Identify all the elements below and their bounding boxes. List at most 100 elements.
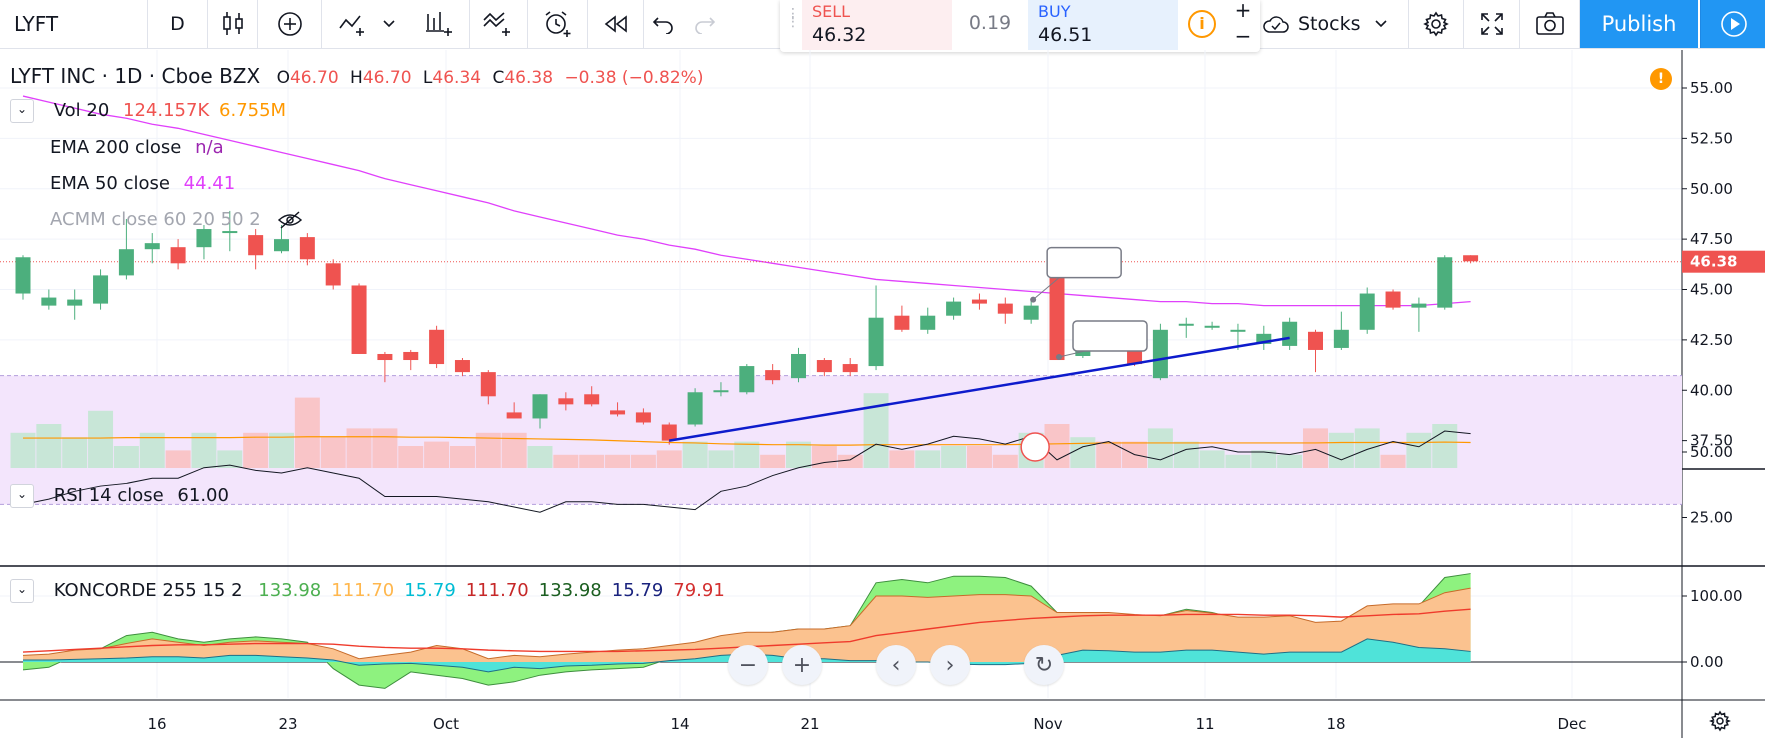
- callout-dot: [1056, 354, 1062, 361]
- volume-bar: [915, 450, 941, 468]
- time-tick-label: Nov: [1033, 715, 1062, 733]
- candle-body: [118, 249, 134, 276]
- volume-bar: [424, 441, 450, 468]
- settings-button[interactable]: [1408, 0, 1464, 48]
- candle-body: [842, 364, 858, 373]
- candle-body: [144, 243, 160, 250]
- drag-handle-icon[interactable]: ⋮ ⋮: [786, 6, 800, 30]
- alarm-clock-icon: [545, 11, 570, 37]
- candle-body: [816, 360, 832, 373]
- info-icon[interactable]: i: [1188, 10, 1216, 38]
- candle-body: [558, 398, 574, 405]
- candle-body: [661, 424, 677, 441]
- time-axis-settings-icon[interactable]: [1709, 710, 1731, 732]
- chevron-down-icon: [383, 20, 395, 28]
- candle-body: [1463, 255, 1479, 262]
- candle-style-button[interactable]: [208, 0, 258, 48]
- market-selector[interactable]: Stocks: [1262, 0, 1388, 48]
- acmm-legend[interactable]: ACMM close 60 20 50 2: [50, 209, 303, 230]
- volume-bar: [62, 437, 88, 468]
- indicators-button[interactable]: [470, 0, 528, 48]
- compare-button[interactable]: [412, 0, 470, 48]
- buy-price: 46.51: [1038, 24, 1093, 46]
- collapse-koncorde-button[interactable]: ⌄: [10, 579, 34, 603]
- rewind-icon: [604, 15, 627, 33]
- symbol-search-button[interactable]: LYFT: [0, 0, 148, 48]
- koncorde-value: 79.91: [673, 580, 725, 601]
- rsi-tick-label: 25.00: [1690, 509, 1733, 527]
- candle-body: [971, 299, 987, 304]
- candle-body: [532, 394, 548, 419]
- fullscreen-button[interactable]: [1464, 0, 1520, 48]
- koncorde-tick-label: 0.00: [1690, 653, 1723, 671]
- scroll-left-button[interactable]: ‹: [876, 645, 916, 685]
- candle-body: [506, 412, 522, 419]
- zoom-in-button[interactable]: +: [782, 645, 822, 685]
- koncorde-tick-label: 100.00: [1690, 587, 1743, 605]
- play-button[interactable]: [1700, 0, 1765, 48]
- candle-body: [584, 394, 600, 405]
- time-tick-label: Dec: [1557, 715, 1586, 733]
- replay-button[interactable]: [588, 0, 644, 48]
- last-price-tag: [1682, 250, 1765, 273]
- candle-body: [713, 390, 729, 393]
- volume-bar: [88, 410, 114, 468]
- volume-bar: [837, 454, 863, 468]
- alert-button[interactable]: [528, 0, 588, 48]
- chart-title: LYFT INC · 1D · Cboe BZX: [10, 64, 261, 88]
- add-indicator-button[interactable]: [258, 0, 322, 48]
- candle-body: [429, 329, 445, 365]
- camera-icon: [1535, 12, 1564, 35]
- collapse-rsi-button[interactable]: ⌄: [10, 484, 34, 508]
- buy-button[interactable]: [1028, 0, 1178, 50]
- candle-body: [1385, 291, 1401, 308]
- snapshot-button[interactable]: [1520, 0, 1580, 48]
- collapse-legend-button[interactable]: ⌄: [10, 99, 34, 123]
- candle-body: [739, 366, 755, 393]
- time-tick-label: 16: [147, 715, 166, 733]
- volume-bar: [449, 446, 475, 468]
- zoom-out-button[interactable]: −: [728, 645, 768, 685]
- candle-body: [480, 372, 496, 397]
- koncorde-orange-line: [22, 587, 1471, 660]
- drawing-tools-button[interactable]: [322, 0, 412, 48]
- volume-bar: [1303, 428, 1328, 468]
- volume-bar: [1380, 454, 1406, 468]
- candle-body: [765, 370, 781, 381]
- increase-qty-button[interactable]: +: [1234, 0, 1252, 22]
- sell-label: SELL: [812, 2, 851, 21]
- warning-icon[interactable]: !: [1650, 68, 1672, 90]
- rsi-tick-label: 50.00: [1690, 443, 1733, 461]
- candle-body: [997, 303, 1013, 314]
- sell-button[interactable]: [802, 0, 952, 50]
- bars-add-icon: [425, 12, 452, 36]
- reset-chart-button[interactable]: ↻: [1024, 645, 1064, 685]
- rsi-label: RSI 14 close: [53, 485, 164, 506]
- undo-button[interactable]: [644, 0, 684, 48]
- price-chart[interactable]: 55.00 52.50 50.00 47.50 45.00 42.50 40.00 37.50…: [0, 48, 1765, 738]
- rsi-legend: ⌄ RSI 14 close 61.00: [10, 484, 229, 508]
- volume-legend: ⌄ Vol 20 124.157K 6.755M: [10, 99, 286, 123]
- candle-body: [1308, 331, 1323, 350]
- volume-label: Vol 20: [53, 100, 110, 121]
- candle-body: [196, 229, 212, 248]
- volume-bar: [36, 424, 62, 468]
- ema200-legend[interactable]: EMA 200 close n/a: [50, 137, 224, 158]
- undo-icon: [652, 17, 673, 34]
- volume-bar: [1251, 450, 1277, 468]
- interval-label: D: [170, 13, 185, 35]
- trend-add-icon: [339, 15, 364, 36]
- hidden-eye-icon[interactable]: [277, 210, 303, 230]
- interval-button[interactable]: D: [148, 0, 208, 48]
- publish-button[interactable]: Publish: [1580, 0, 1698, 48]
- price-tick-label: 37.50: [1690, 432, 1733, 450]
- scroll-right-button[interactable]: ›: [930, 645, 970, 685]
- candle-body: [610, 410, 626, 415]
- decrease-qty-button[interactable]: −: [1234, 24, 1252, 48]
- rsi-line: [22, 430, 1471, 513]
- redo-button[interactable]: [684, 0, 724, 48]
- ema50-legend[interactable]: EMA 50 close 44.41: [50, 173, 235, 194]
- candle-body: [170, 247, 186, 264]
- close-label: C: [492, 68, 505, 88]
- candle-body: [1359, 293, 1375, 330]
